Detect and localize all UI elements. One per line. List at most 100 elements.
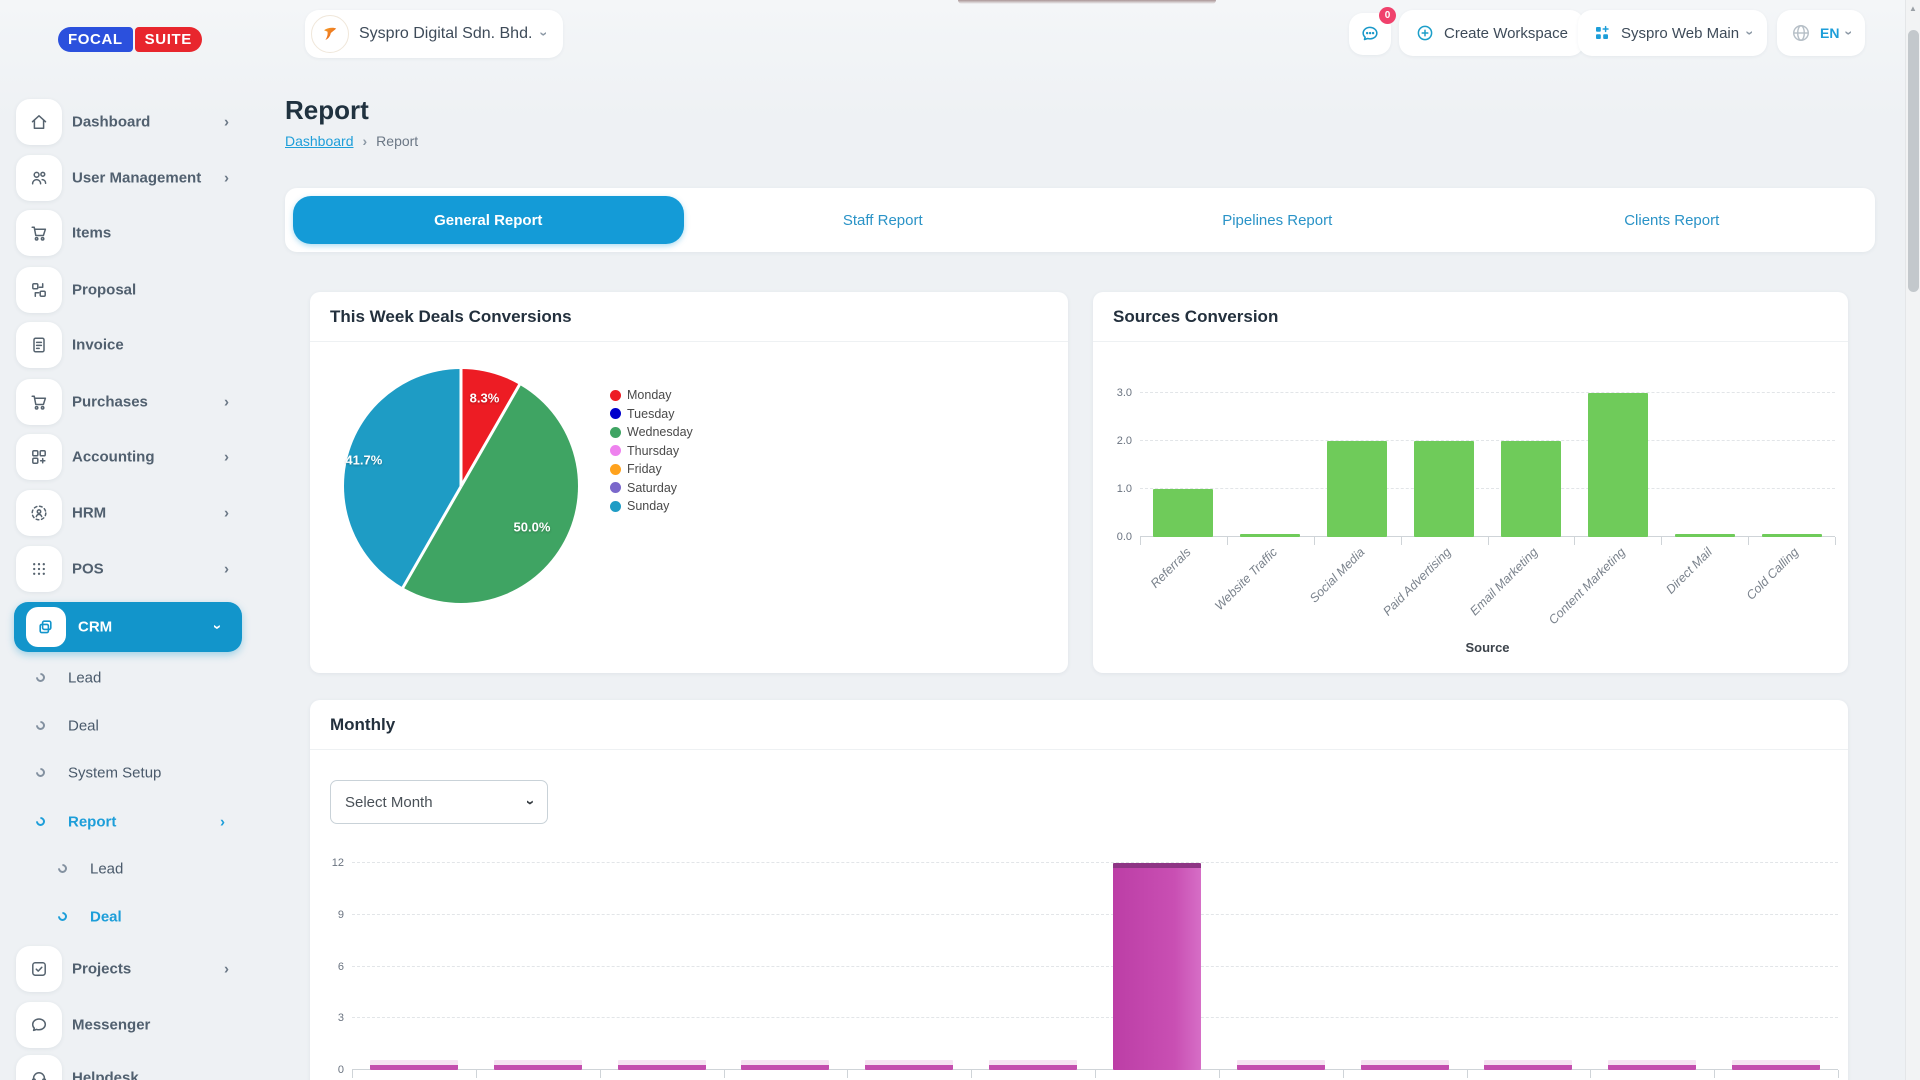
sidebar-item-user-management[interactable]: User Management › [0,155,255,201]
page-scrollbar[interactable]: ▲ [1905,0,1920,1080]
chevron-down-icon: › [537,32,553,37]
x-tick [1467,1070,1468,1078]
sidebar-subitem-report-lead[interactable]: Lead [0,846,255,892]
bar [618,1060,706,1070]
y-tick-label: 0 [310,1064,344,1076]
pie-slice-label: 8.3% [470,390,500,405]
company-selector[interactable]: Syspro Digital Sdn. Bhd. › [305,10,563,58]
x-tick [1838,1070,1839,1078]
breadcrumb-dashboard-link[interactable]: Dashboard [285,133,354,149]
messages-badge: 0 [1379,7,1396,24]
sidebar-item-proposal[interactable]: Proposal [0,267,255,313]
legend-item-friday[interactable]: Friday [610,462,693,476]
sidebar-subitem-report[interactable]: Report › [0,799,255,845]
language-selector[interactable]: EN › [1777,10,1865,56]
x-tick-label: Direct Mail [1663,545,1715,597]
x-tick [1590,1070,1591,1078]
sidebar-item-label: Invoice [72,337,124,354]
x-tick [1714,1070,1715,1078]
card-title: This Week Deals Conversions [330,307,572,327]
x-tick [724,1070,725,1078]
scrollbar-thumb[interactable] [1908,30,1919,292]
bar-slot [1714,850,1838,1070]
legend-dot [610,390,621,401]
sidebar-item-purchases[interactable]: Purchases › [0,379,255,425]
grid-plus-icon [16,434,62,480]
tab-clients-report[interactable]: Clients Report [1477,196,1868,244]
bar-slot [1488,352,1575,537]
tab-staff-report[interactable]: Staff Report [688,196,1079,244]
x-tick [352,1070,353,1078]
bar-slot [476,850,600,1070]
headset-icon [16,1055,62,1080]
cart-icon [16,210,62,256]
bullet-icon [56,910,69,923]
legend-dot [610,408,621,419]
bar [370,1060,458,1070]
subitem-label: Deal [68,718,99,735]
x-tick [1095,1070,1096,1078]
sidebar-item-hrm[interactable]: HRM › [0,490,255,536]
sidebar-item-pos[interactable]: POS › [0,546,255,592]
monthly-bar-chart: 036912 [352,850,1838,1070]
sidebar-subitem-deal[interactable]: Deal [0,703,255,749]
sidebar-item-accounting[interactable]: Accounting › [0,434,255,480]
legend-item-sunday[interactable]: Sunday [610,499,693,513]
sidebar-item-invoice[interactable]: Invoice [0,322,255,368]
company-name: Syspro Digital Sdn. Bhd. [359,25,532,43]
sidebar-item-label: HRM [72,505,106,522]
pie-slice-divider [460,368,463,486]
bar-slot [1227,352,1314,537]
sidebar-item-label: Projects [72,961,131,978]
home-icon [16,99,62,145]
chevron-right-icon: › [224,961,229,978]
sidebar-item-dashboard[interactable]: Dashboard › [0,99,255,145]
legend-item-saturday[interactable]: Saturday [610,481,693,495]
chevron-down-icon: › [522,800,539,805]
proposal-icon [16,267,62,313]
chevron-right-icon: › [224,449,229,466]
x-tick-label: Cold Calling [1744,545,1802,603]
chevron-right-icon: › [224,170,229,187]
bar [1153,489,1213,537]
x-tick [1835,537,1836,545]
sidebar-item-label: Proposal [72,282,136,299]
sidebar-item-items[interactable]: Items [0,210,255,256]
sidebar-subitem-system-setup[interactable]: System Setup [0,750,255,796]
legend-dot [610,427,621,438]
tab-general-report[interactable]: General Report [293,196,684,244]
sidebar-subitem-lead[interactable]: Lead [0,655,255,701]
subitem-label: Lead [68,670,101,687]
person-target-icon [16,490,62,536]
chat-icon [1359,23,1381,45]
sidebar-subitem-report-deal[interactable]: Deal [0,894,255,940]
bar [1361,1060,1449,1070]
legend-dot [610,482,621,493]
workspace-label: Syspro Web Main [1621,25,1739,42]
x-axis-title: Source [1140,640,1835,655]
legend-item-tuesday[interactable]: Tuesday [610,407,693,421]
legend-item-thursday[interactable]: Thursday [610,444,693,458]
select-month-dropdown[interactable]: Select Month › [330,780,548,824]
sidebar-item-projects[interactable]: Projects › [0,946,255,992]
messages-button[interactable]: 0 [1349,13,1391,55]
create-workspace-button[interactable]: Create Workspace [1399,10,1584,56]
sidebar: FOCAL SUITE Dashboard › User Management … [0,0,255,1080]
sidebar-item-crm[interactable]: CRM › [14,602,242,652]
workspace-selector[interactable]: Syspro Web Main › [1578,10,1767,56]
y-tick-label: 6 [310,961,344,973]
sidebar-item-messenger[interactable]: Messenger [0,1002,255,1048]
sidebar-item-helpdesk[interactable]: Helpdesk [0,1055,255,1080]
breadcrumb-separator-icon: › [363,133,368,149]
legend-item-wednesday[interactable]: Wednesday [610,425,693,439]
bar [1484,1060,1572,1070]
tab-pipelines-report[interactable]: Pipelines Report [1082,196,1473,244]
legend-dot [610,501,621,512]
card-header: Sources Conversion [1093,292,1848,342]
invoice-icon [16,322,62,368]
legend-item-monday[interactable]: Monday [610,388,693,402]
sidebar-item-label: Dashboard [72,114,150,131]
bar-slot [1140,352,1227,537]
y-tick-label: 3.0 [1098,387,1132,399]
sidebar-item-label: CRM [78,619,112,636]
